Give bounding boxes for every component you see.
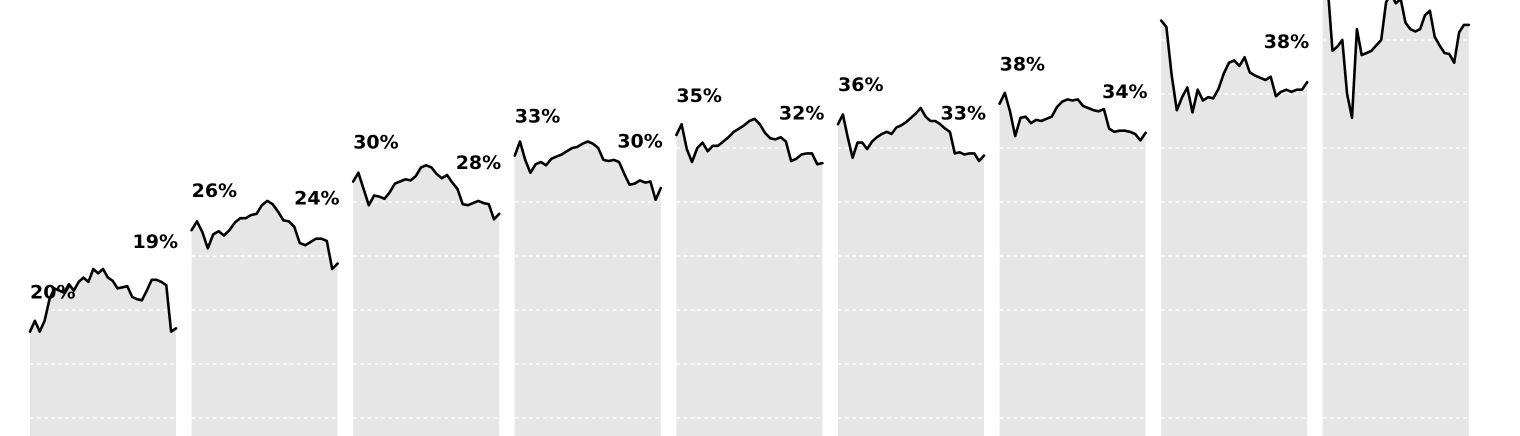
end-value-label: 19% <box>133 231 178 253</box>
panel-6: 36% 33% <box>836 39 986 436</box>
series-line <box>190 199 339 271</box>
panel-2: 26% 24% <box>190 39 340 436</box>
start-value-label: 20% <box>30 282 75 304</box>
start-value-label: 35% <box>676 85 721 107</box>
panel-4: 33% 30% <box>513 39 663 436</box>
panel-area <box>30 269 176 436</box>
series-line <box>998 91 1147 142</box>
end-value-label: 32% <box>779 102 824 124</box>
series-line <box>28 267 178 333</box>
panel-9: 49%42% <box>1322 0 1471 436</box>
start-value-label: 33% <box>515 106 560 128</box>
panel-7: 38% 34% <box>998 39 1148 436</box>
panel-area <box>838 108 984 436</box>
end-value-label: 38% <box>1264 31 1309 53</box>
panel-area <box>514 141 661 436</box>
series-line <box>675 117 824 166</box>
end-value-label: 34% <box>1102 81 1147 103</box>
end-value-label: 24% <box>294 188 339 210</box>
series-line <box>513 140 663 202</box>
series-line <box>1159 19 1309 114</box>
end-value-label: 33% <box>941 102 986 124</box>
panel-area <box>999 92 1146 436</box>
start-value-label: 36% <box>838 74 883 96</box>
end-value-label: 28% <box>456 152 501 174</box>
start-value-label: 26% <box>192 180 237 202</box>
series-line <box>351 164 501 221</box>
panel-area <box>191 200 338 436</box>
panel-3: 30% 28% <box>351 39 501 436</box>
panel-area <box>353 165 500 436</box>
panel-area <box>676 118 823 436</box>
panel-8: 43%38% <box>1159 19 1309 436</box>
end-value-label: 30% <box>617 131 662 153</box>
panel-5: 35% 32% <box>675 39 824 436</box>
panel-1: 20% 19% <box>28 39 178 436</box>
panel-area <box>1161 20 1308 436</box>
series-line <box>836 106 986 163</box>
panel-area <box>1322 0 1469 436</box>
start-value-label: 38% <box>1000 54 1045 76</box>
start-value-label: 30% <box>353 132 398 154</box>
series-line <box>1327 0 1471 120</box>
